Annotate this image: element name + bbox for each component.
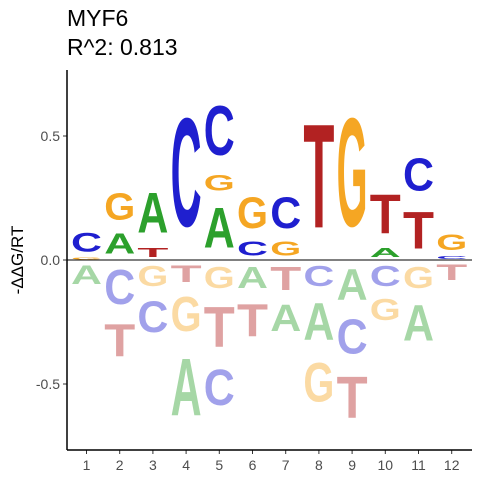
logo-letter-t: T	[237, 295, 268, 347]
chart-title: MYF6	[67, 5, 128, 31]
logo-letter-c: C	[104, 259, 135, 314]
logo-letter-t: T	[270, 260, 301, 297]
logo-letter-a: A	[71, 260, 102, 290]
logo-letter-g: G	[303, 352, 334, 414]
x-tick-label: 5	[215, 457, 223, 473]
logo-letter-c: C	[370, 260, 401, 292]
logo-letter-c: C	[204, 359, 235, 416]
logo-letter-t: T	[104, 315, 135, 367]
logo-letter-g: G	[237, 188, 268, 237]
y-tick-label: 0.5	[41, 128, 61, 144]
logo-letter-g: G	[370, 292, 401, 327]
logo-letter-c: C	[137, 294, 168, 343]
logo-letter-t: T	[137, 245, 168, 260]
logo-letter-c: C	[337, 309, 368, 364]
x-tick-label: 4	[182, 457, 190, 473]
x-tick-label: 1	[83, 457, 91, 473]
logo-letter-a: A	[270, 297, 301, 340]
logo-letter-c: C	[237, 238, 268, 260]
logo-letter-t: T	[403, 201, 434, 260]
y-tick-label: 0.0	[41, 252, 61, 268]
x-tick-label: 2	[116, 457, 124, 473]
logo-letter-g: G	[270, 237, 301, 260]
chart-subtitle: R^2: 0.813	[67, 34, 178, 60]
logo-letter-a: A	[303, 293, 334, 352]
logo-letter-t: T	[171, 261, 202, 288]
logo-letter-c: C	[403, 149, 434, 201]
y-axis-ticks: 0.5 0.0 -0.5	[36, 128, 67, 392]
logo-letter-t: T	[370, 184, 401, 246]
x-tick-label: 12	[444, 457, 460, 473]
logo-letter-g: G	[204, 171, 235, 196]
logo-letter-a: A	[337, 261, 368, 310]
logo-letter-t: T	[303, 95, 334, 260]
logo-letter-a: A	[204, 195, 235, 260]
x-tick-label: 6	[249, 457, 257, 473]
logo-letter-c: C	[71, 228, 102, 258]
x-tick-label: 7	[282, 457, 290, 473]
y-tick-label: -0.5	[36, 376, 60, 392]
logo-letter-a: A	[370, 245, 401, 260]
logo-letter-a: A	[403, 294, 434, 351]
x-tick-label: 9	[348, 457, 356, 473]
logo-letter-c: C	[270, 189, 301, 238]
logo-letter-g: G	[104, 186, 135, 228]
logo-letter-c: C	[303, 260, 334, 292]
logo-letter-t: T	[204, 296, 235, 360]
logo-letter-a: A	[104, 228, 135, 260]
logo-letter-g: G	[337, 86, 368, 259]
y-axis-label: -ΔΔG/RT	[8, 226, 27, 295]
logo-letter-a: A	[171, 342, 202, 433]
logo-letters: GCAAGCTTAGCCTGAAGCGTCCGATGCTATCAGGACTATC…	[71, 86, 467, 433]
logo-letter-c: C	[171, 87, 202, 260]
x-axis-ticks: 1 2 3 4 5 6 7 8 9 10 11 12	[83, 450, 460, 473]
x-tick-label: 10	[378, 457, 394, 473]
logo-letter-c: C	[204, 92, 235, 171]
logo-letter-g: G	[71, 257, 102, 260]
x-tick-label: 8	[315, 457, 323, 473]
logo-letter-t: T	[436, 261, 467, 285]
x-tick-label: 3	[149, 457, 157, 473]
logo-letter-g: G	[137, 261, 168, 292]
x-tick-label: 11	[411, 457, 426, 473]
logo-letter-a: A	[137, 180, 168, 245]
logo-letter-g: G	[403, 260, 434, 295]
logo-letter-g: G	[171, 288, 202, 342]
logo-letter-g: G	[436, 230, 467, 255]
logo-letter-c: C	[436, 255, 467, 260]
logo-letter-a: A	[237, 260, 268, 295]
logo-letter-g: G	[204, 260, 235, 295]
logo-letter-t: T	[337, 364, 368, 431]
